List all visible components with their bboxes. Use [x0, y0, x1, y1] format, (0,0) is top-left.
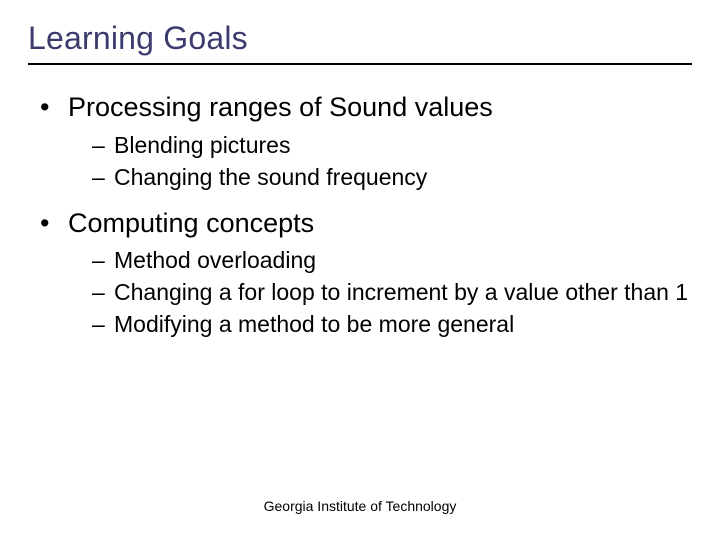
slide-title: Learning Goals [28, 20, 692, 65]
slide: Learning Goals Processing ranges of Soun… [0, 0, 720, 540]
sub-bullet-item: Changing a for loop to increment by a va… [92, 278, 692, 308]
bullet-item: Computing concepts Method overloading Ch… [36, 207, 692, 340]
sub-bullet-item: Blending pictures [92, 131, 692, 161]
sub-bullet-list: Blending pictures Changing the sound fre… [68, 131, 692, 193]
sub-bullet-item: Method overloading [92, 246, 692, 276]
bullet-text: Processing ranges of Sound values [68, 92, 493, 122]
footer-text: Georgia Institute of Technology [0, 498, 720, 514]
bullet-item: Processing ranges of Sound values Blendi… [36, 91, 692, 193]
sub-bullet-item: Changing the sound frequency [92, 163, 692, 193]
sub-bullet-item: Modifying a method to be more general [92, 310, 692, 340]
slide-content: Processing ranges of Sound values Blendi… [28, 91, 692, 340]
bullet-list: Processing ranges of Sound values Blendi… [36, 91, 692, 340]
bullet-text: Computing concepts [68, 208, 314, 238]
sub-bullet-list: Method overloading Changing a for loop t… [68, 246, 692, 340]
